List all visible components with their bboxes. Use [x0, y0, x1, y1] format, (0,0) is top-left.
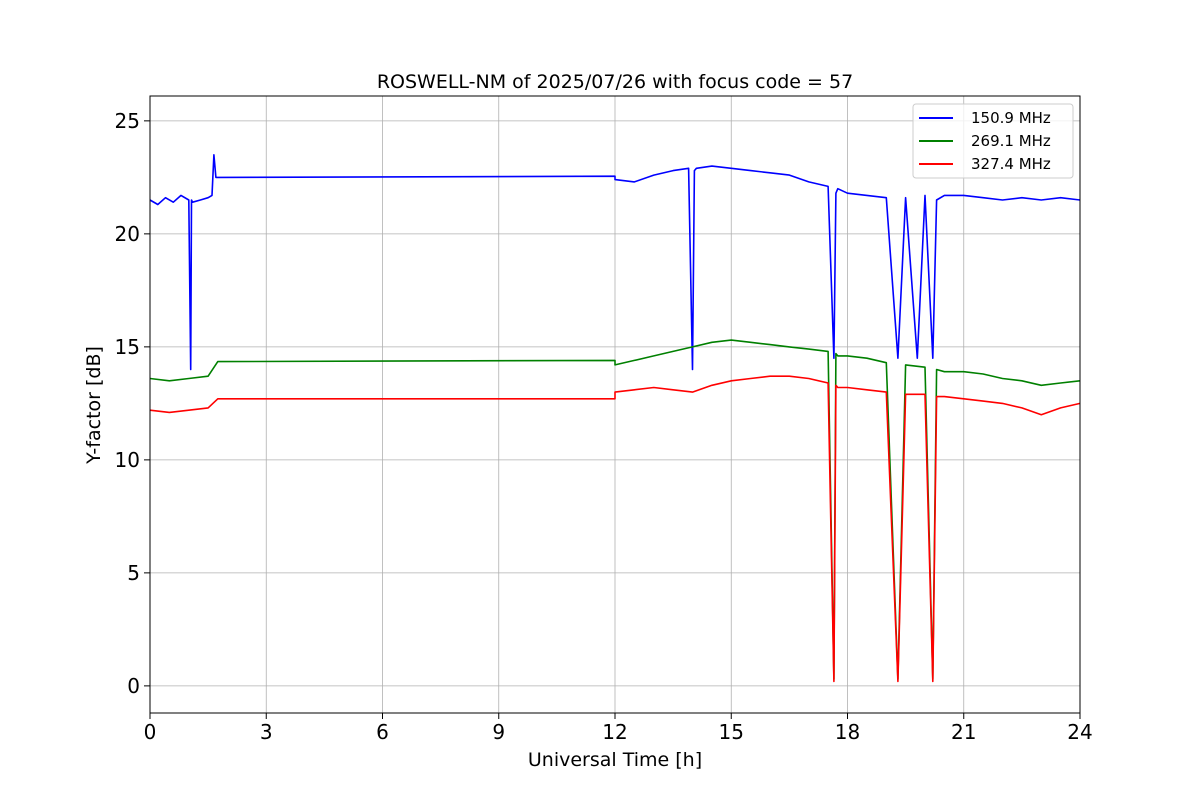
x-tick-label: 9	[492, 720, 505, 744]
chart-title: ROSWELL-NM of 2025/07/26 with focus code…	[377, 71, 853, 93]
y-tick-label: 0	[127, 674, 140, 698]
legend-entry-label: 269.1 MHz	[971, 132, 1051, 150]
y-tick-label: 5	[127, 561, 140, 585]
legend-box	[912, 103, 1074, 179]
x-tick-label: 0	[144, 720, 157, 744]
y-tick-label: 25	[115, 109, 140, 133]
x-axis-label: Universal Time [h]	[528, 749, 702, 771]
x-tick-label: 18	[835, 720, 860, 744]
series-line-3	[149, 375, 1081, 683]
x-tick-label: 15	[719, 720, 744, 744]
y-tick-label: 15	[115, 335, 140, 359]
y-axis-label: Y-factor [dB]	[83, 346, 105, 465]
legend-entry-label: 150.9 MHz	[971, 109, 1051, 127]
x-axis: 0 3 6 9 12 15 18 21 24	[144, 713, 1093, 744]
x-tick-label: 12	[602, 720, 627, 744]
series-layer	[149, 154, 1081, 683]
legend-entry-label: 327.4 MHz	[971, 155, 1051, 173]
legend: 150.9 MHz 269.1 MHz 327.4 MHz	[912, 103, 1074, 179]
series-line-1	[149, 154, 1081, 371]
x-tick-label: 21	[951, 720, 976, 744]
x-tick-label: 24	[1067, 720, 1092, 744]
x-tick-label: 6	[376, 720, 389, 744]
y-tick-label: 20	[115, 222, 140, 246]
y-axis: 0 5 10 15 20 25	[115, 109, 150, 698]
y-tick-label: 10	[115, 448, 140, 472]
x-tick-label: 3	[260, 720, 273, 744]
